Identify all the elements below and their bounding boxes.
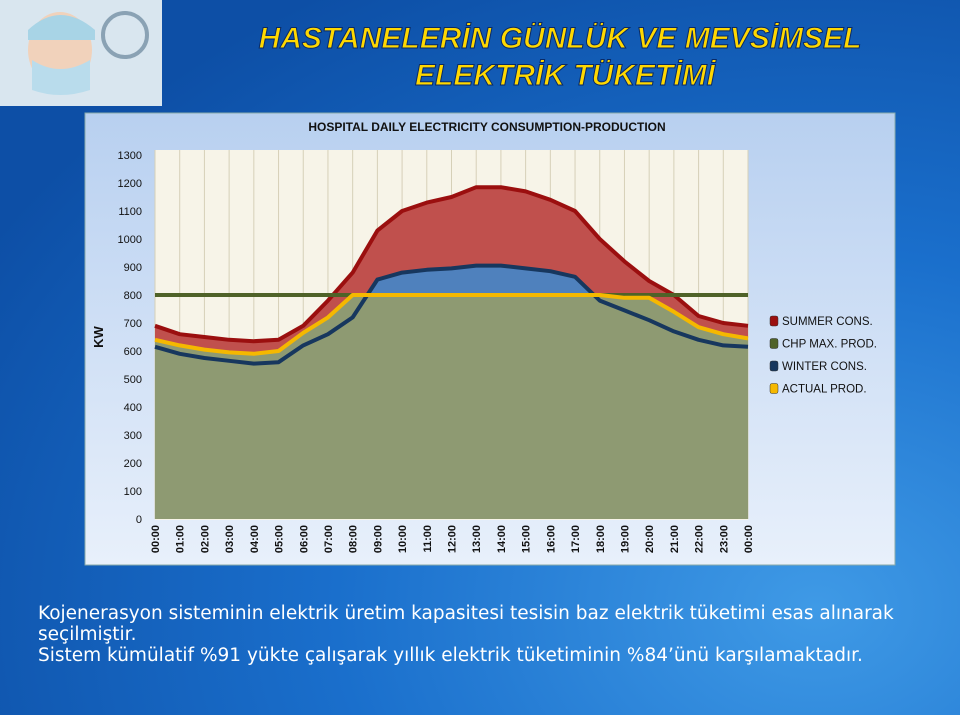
legend-swatch — [769, 338, 779, 349]
x-tick-label: 08:00 — [348, 525, 360, 553]
y-tick-label: 300 — [124, 430, 142, 442]
y-tick-label: 1200 — [118, 178, 142, 190]
x-tick-label: 21:00 — [669, 525, 681, 553]
legend-swatch — [769, 315, 779, 327]
note: Kojenerasyon sisteminin elektrik üretim … — [38, 603, 894, 645]
x-tick-label: 22:00 — [694, 525, 706, 553]
x-tick-label: 10:00 — [397, 525, 409, 553]
series-line — [154, 263, 749, 366]
x-tick-label: 09:00 — [372, 525, 384, 553]
x-tick-label: 01:00 — [175, 525, 187, 553]
chart-title: HOSPITAL DAILY ELECTRICITY CONSUMPTION-P… — [308, 120, 665, 134]
x-tick-label: 14:00 — [496, 525, 508, 553]
legend-label: WINTER CONS. — [782, 361, 867, 373]
x-tick-label: 05:00 — [274, 525, 286, 553]
x-tick-label: 23:00 — [718, 525, 730, 553]
x-tick-label: 20:00 — [644, 525, 656, 553]
x-tick-label: 11:00 — [422, 525, 434, 553]
y-tick-label: 200 — [124, 458, 142, 470]
x-tick-label: 12:00 — [447, 525, 459, 553]
notes-box: Kojenerasyon sisteminin elektrik üretim … — [38, 603, 938, 666]
y-tick-label: 1300 — [118, 150, 142, 162]
y-tick-label: 400 — [124, 402, 142, 414]
y-tick-label: 100 — [124, 486, 142, 498]
y-tick-label: 1000 — [118, 234, 142, 246]
notes: Kojenerasyon sisteminin elektrik üretim … — [38, 603, 938, 666]
x-tick-label: 04:00 — [249, 525, 261, 553]
y-tick-label: 600 — [124, 346, 142, 358]
series-line — [154, 185, 749, 344]
slide-title: HASTANELERİN GÜNLÜK VE MEVSİMSEL — [259, 22, 862, 55]
y-tick-label: 0 — [136, 514, 142, 526]
x-tick-label: 19:00 — [619, 525, 631, 553]
legend-label: ACTUAL PROD. — [782, 384, 867, 396]
y-tick-label: 900 — [124, 262, 142, 274]
photo — [0, 0, 162, 106]
legend-label: CHP MAX. PROD. — [782, 339, 877, 351]
y-tick-label: 500 — [124, 374, 142, 386]
x-tick-label: 07:00 — [323, 525, 335, 553]
y-tick-label: 800 — [124, 290, 142, 302]
slide-title: ELEKTRİK TÜKETİMİ — [415, 59, 717, 92]
legend-label: SUMMER CONS. — [782, 316, 873, 328]
x-tick-label: 17:00 — [570, 525, 582, 553]
x-tick-label: 00:00 — [743, 525, 755, 553]
x-tick-label: 00:00 — [150, 525, 162, 553]
legend-swatch — [769, 383, 779, 394]
x-tick-label: 06:00 — [298, 525, 310, 553]
area-fill — [155, 295, 748, 519]
x-tick-label: 02:00 — [199, 525, 211, 553]
x-tick-label: 03:00 — [224, 525, 236, 553]
x-tick-label: 18:00 — [595, 525, 607, 553]
x-tick-label: 13:00 — [471, 525, 483, 553]
x-tick-label: 16:00 — [545, 525, 557, 553]
y-tick-label: 1100 — [118, 206, 142, 218]
chart-marks: 0 100 200 300 400 500 600 700 800 900 1000 1100 1200… — [118, 150, 877, 553]
y-axis-label: KW — [91, 325, 106, 347]
x-tick-label: 15:00 — [521, 525, 533, 553]
note: Sistem kümülatif %91 yükte çalışarak yıl… — [38, 645, 863, 666]
y-tick-label: 700 — [124, 318, 142, 330]
series-line — [154, 293, 749, 356]
legend-swatch — [769, 360, 779, 372]
